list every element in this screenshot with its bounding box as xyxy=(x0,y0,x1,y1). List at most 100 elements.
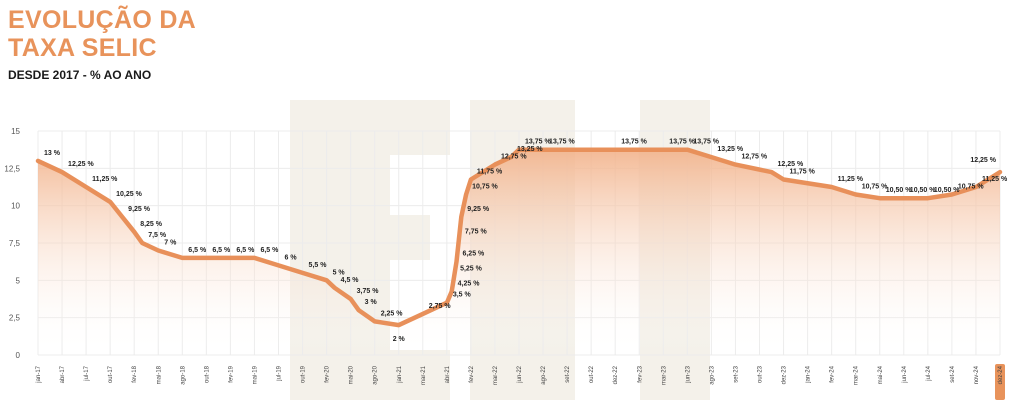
data-label: 6,5 % xyxy=(260,247,279,254)
x-tick-label: jan-24 xyxy=(806,365,812,383)
x-tick-label: mar-23 xyxy=(661,365,667,385)
data-label: 7 % xyxy=(164,239,177,246)
x-tick-label: jun-24 xyxy=(902,365,908,383)
x-tick-label: fev-19 xyxy=(228,365,234,382)
x-tick-label: fev-18 xyxy=(132,365,138,382)
data-label: 13,75 % xyxy=(621,139,647,146)
data-label: 13,25 % xyxy=(517,146,543,153)
x-tick-label: dez-24 xyxy=(998,365,1004,384)
x-tick-label: fev-20 xyxy=(325,365,331,382)
x-tick-label: mai-19 xyxy=(252,365,258,384)
x-tick-label: ago-18 xyxy=(180,365,186,384)
x-tick-label: out-19 xyxy=(301,365,307,383)
data-label: 8,25 % xyxy=(140,221,163,228)
data-label: 10,25 % xyxy=(116,191,142,198)
x-tick-label: fev-22 xyxy=(469,365,475,382)
x-tick-label: ago-23 xyxy=(709,365,715,384)
x-axis: jan-17 abr-17 jul-17 out-17 fev-18 mai-18 ago-… xyxy=(36,364,1005,400)
data-label: 6,25 % xyxy=(462,251,485,258)
data-label: 3,5 % xyxy=(453,292,472,299)
data-label: 3,75 % xyxy=(357,288,380,295)
x-tick-label: jul-17 xyxy=(84,365,90,381)
data-label: 12,25 % xyxy=(970,157,996,164)
x-tick-label: set-24 xyxy=(950,365,956,382)
data-label: 11,25 % xyxy=(92,176,118,183)
data-label: 5 % xyxy=(333,269,346,276)
data-label: 12,75 % xyxy=(501,154,527,161)
data-label: 2,75 % xyxy=(429,303,452,310)
data-label: 10,50 % xyxy=(910,187,936,194)
watermark-shape xyxy=(470,355,570,400)
data-label: 10,75 % xyxy=(472,183,498,190)
data-label: 12,25 % xyxy=(68,161,94,168)
y-tick-label: 7,5 xyxy=(9,239,21,248)
watermark-shape xyxy=(290,100,450,155)
watermark-shape xyxy=(290,215,430,260)
data-label: 9,25 % xyxy=(128,206,151,213)
x-tick-label: jan-17 xyxy=(36,365,42,383)
x-tick-label: out-17 xyxy=(108,365,114,383)
x-tick-label: jul-19 xyxy=(277,365,283,381)
highlight-badge xyxy=(995,364,1005,400)
y-axis: 0 2,5 5 7,5 10 12,5 15 xyxy=(4,127,20,360)
x-tick-label: jun-22 xyxy=(517,365,523,383)
x-tick-label: ago-20 xyxy=(373,365,379,384)
x-tick-label: mar-21 xyxy=(421,365,427,385)
chart-title: EVOLUÇÃO DA TAXA SELIC xyxy=(8,6,196,62)
data-label: 10,75 % xyxy=(958,183,984,190)
data-label: 13,75 % xyxy=(669,139,695,146)
data-label: 5,5 % xyxy=(309,262,328,269)
data-label: 3 % xyxy=(365,299,378,306)
x-tick-label: ago-22 xyxy=(541,365,547,384)
data-label: 10,50 % xyxy=(886,187,912,194)
x-tick-label: mai-20 xyxy=(349,365,355,384)
x-tick-label: jun-23 xyxy=(685,365,691,383)
x-tick-label: nov-24 xyxy=(974,365,980,384)
data-label: 10,50 % xyxy=(934,187,960,194)
watermark-shape xyxy=(290,350,450,400)
x-tick-label: fev-23 xyxy=(637,365,643,382)
area-fill xyxy=(38,149,1000,355)
x-tick-label: mai-18 xyxy=(156,365,162,384)
x-tick-label: dez-22 xyxy=(613,365,619,384)
data-label: 11,25 % xyxy=(982,176,1008,183)
y-tick-label: 15 xyxy=(11,127,20,136)
data-label: 11,25 % xyxy=(838,176,864,183)
x-tick-label: jan-21 xyxy=(397,365,403,383)
data-label: 11,75 % xyxy=(477,169,503,176)
title-line-1: EVOLUÇÃO DA xyxy=(8,6,197,34)
y-tick-label: 10 xyxy=(11,202,20,211)
x-tick-label: out-18 xyxy=(204,365,210,383)
data-label: 13,75 % xyxy=(549,139,575,146)
x-tick-label: dez-23 xyxy=(782,365,788,384)
data-label: 2,25 % xyxy=(381,310,404,317)
data-label: 13,25 % xyxy=(717,146,743,153)
x-tick-label: abr-21 xyxy=(445,365,451,383)
data-label: 12,25 % xyxy=(778,161,804,168)
data-label: 6,5 % xyxy=(188,247,207,254)
data-label: 7,75 % xyxy=(465,228,488,235)
data-label: 13 % xyxy=(44,150,61,157)
data-label: 6,5 % xyxy=(212,247,231,254)
x-tick-label: mai-24 xyxy=(878,365,884,384)
y-tick-label: 2,5 xyxy=(9,314,21,323)
y-tick-label: 5 xyxy=(16,276,21,285)
data-label: 13,75 % xyxy=(525,139,551,146)
data-label: 4,25 % xyxy=(458,281,481,288)
data-label: 10,75 % xyxy=(862,183,888,190)
data-labels: 13 % 12,25 % 11,25 % 10,25 % 9,25 % 8,25 % 7,5… xyxy=(44,139,1008,343)
x-tick-label: fev-24 xyxy=(830,365,836,382)
data-label: 2 % xyxy=(393,336,406,343)
data-label: 13,75 % xyxy=(693,139,719,146)
x-tick-label: abr-17 xyxy=(60,365,66,383)
data-label: 4,5 % xyxy=(341,277,360,284)
selic-line xyxy=(35,147,1003,328)
data-label: 12,75 % xyxy=(741,154,767,161)
data-label: 6,5 % xyxy=(236,247,255,254)
chart-subtitle: DESDE 2017 - % AO ANO xyxy=(8,68,152,82)
data-label: 6 % xyxy=(285,254,298,261)
x-tick-label: set-22 xyxy=(565,365,571,382)
x-tick-label: set-23 xyxy=(733,365,739,382)
x-tick-label: out-22 xyxy=(589,365,595,383)
